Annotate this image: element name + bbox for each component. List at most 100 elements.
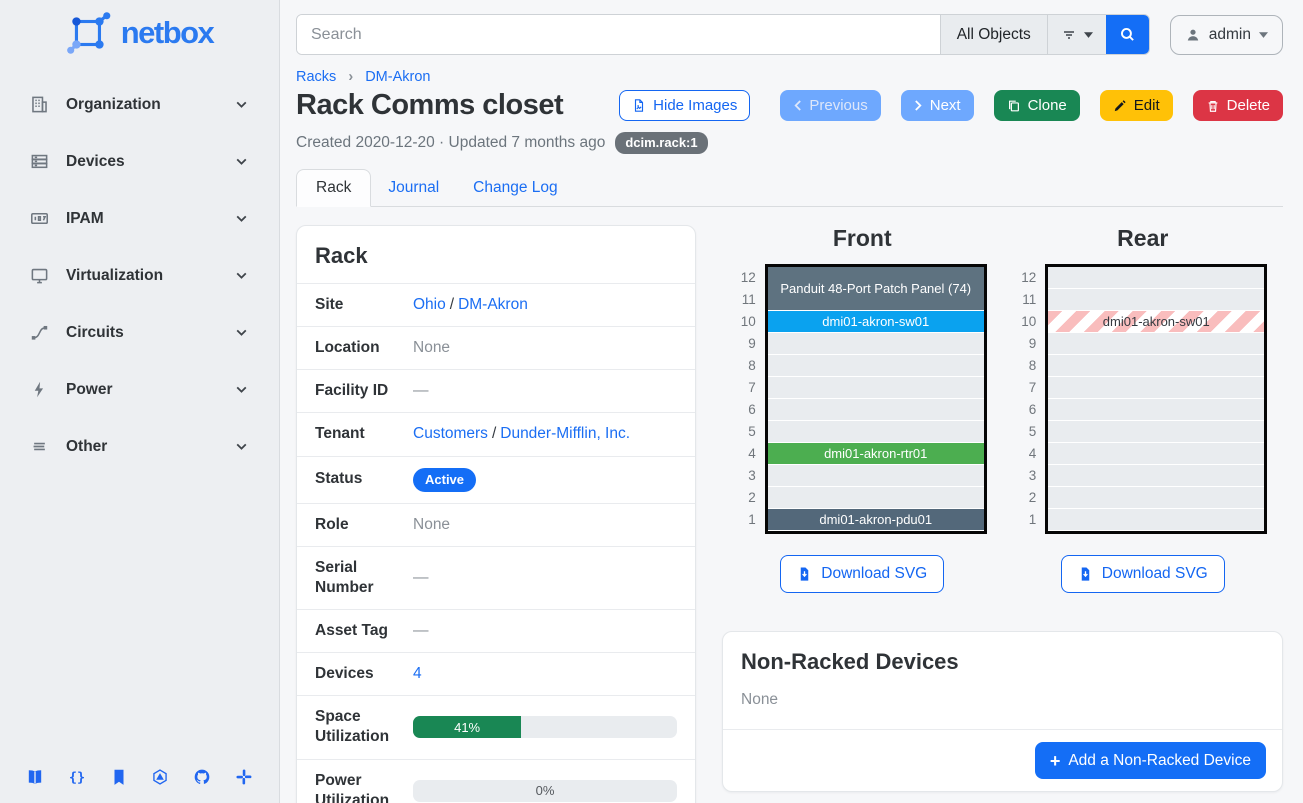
empty-rack-unit[interactable] [767, 355, 984, 376]
rack-device[interactable]: dmi01-akron-sw01 [767, 311, 984, 332]
empty-rack-unit[interactable] [767, 421, 984, 442]
role-value: None [413, 515, 451, 533]
row-tenant: Tenant Customers / Dunder-Mifflin, Inc. [297, 412, 695, 455]
non-racked-devices-empty: None [741, 691, 779, 708]
bolt-icon [30, 380, 50, 399]
rack-card-title: Rack [315, 243, 368, 268]
sidebar-item-ipam[interactable]: IPAM [0, 190, 279, 247]
search-input[interactable] [297, 15, 940, 54]
sidebar: netbox Organization Devices [0, 0, 280, 803]
rear-elevation: Rear 12 11 10 9 8 7 6 5 4 3 2 1 dmi01-akron-sw01 Do… [1003, 225, 1284, 593]
github-icon[interactable] [193, 768, 211, 786]
empty-rack-unit[interactable] [767, 487, 984, 508]
edit-button[interactable]: Edit [1099, 90, 1173, 121]
chevron-down-icon [234, 97, 249, 112]
site-link[interactable]: DM-Akron [458, 296, 528, 314]
main-area: All Objects admin Racks › DM-Akron Rac [280, 0, 1303, 803]
search-filter-button[interactable] [1046, 15, 1106, 54]
breadcrumb-link-racks[interactable]: Racks [296, 69, 337, 85]
empty-rack-unit[interactable] [1048, 399, 1265, 420]
sidebar-item-circuits[interactable]: Circuits [0, 304, 279, 361]
unit-number: 12 [1021, 270, 1037, 285]
empty-rack-unit[interactable] [1048, 267, 1265, 288]
breadcrumb-link-site[interactable]: DM-Akron [365, 69, 431, 85]
site-region-link[interactable]: Ohio [413, 296, 446, 314]
unit-number: 2 [1028, 490, 1037, 505]
empty-rack-unit[interactable] [1048, 289, 1265, 310]
unit-number: 12 [740, 270, 756, 285]
tab-change-log[interactable]: Change Log [473, 179, 558, 196]
unit-number: 11 [1022, 292, 1037, 307]
docs-icon[interactable] [26, 768, 44, 786]
search-button[interactable] [1105, 15, 1149, 54]
row-asset-tag: Asset Tag — [297, 608, 695, 652]
rest-api-icon[interactable]: {} [68, 768, 86, 786]
sidebar-item-devices[interactable]: Devices [0, 133, 279, 190]
empty-rack-unit[interactable] [767, 333, 984, 354]
download-file-icon [801, 567, 809, 581]
next-button[interactable]: Next [900, 90, 974, 121]
non-racked-devices-title: Non-Racked Devices [741, 649, 959, 674]
empty-rack-unit[interactable] [1048, 421, 1265, 442]
empty-rack-unit[interactable] [1048, 509, 1265, 530]
empty-rack-unit[interactable] [1048, 487, 1265, 508]
sidebar-item-virtualization[interactable]: Virtualization [0, 247, 279, 304]
hide-images-button[interactable]: Hide Images [619, 90, 751, 121]
rack-device[interactable]: dmi01-akron-pdu01 [767, 509, 984, 530]
chevron-down-icon [234, 325, 249, 340]
row-status: Status Active [297, 455, 695, 503]
graphql-icon[interactable] [151, 768, 169, 786]
slack-icon[interactable] [235, 768, 253, 786]
object-meta: Created 2020-12-20 · Updated 7 months ag… [296, 134, 606, 151]
tenant-link[interactable]: Dunder-Mifflin, Inc. [500, 425, 631, 443]
unit-number: 11 [741, 292, 756, 307]
location-value: None [413, 339, 451, 357]
rack-device[interactable]: Panduit 48-Port Patch Panel (74) [767, 267, 984, 310]
download-svg-front-button[interactable]: Download SVG [780, 555, 945, 593]
sidebar-item-other[interactable]: Other [0, 418, 279, 475]
empty-rack-unit[interactable] [767, 465, 984, 486]
empty-rack-unit[interactable] [1048, 443, 1265, 464]
add-non-racked-device-button[interactable]: + Add a Non-Racked Device [1034, 742, 1266, 779]
empty-rack-unit[interactable] [767, 377, 984, 398]
person-icon [1187, 29, 1198, 40]
rack-device[interactable]: dmi01-akron-rtr01 [767, 443, 984, 464]
row-facility-id: Facility ID — [297, 369, 695, 412]
unit-number: 5 [1028, 424, 1037, 439]
unit-number: 5 [748, 424, 756, 439]
tab-rack[interactable]: Rack [296, 169, 372, 207]
previous-button[interactable]: Previous [780, 90, 881, 121]
netbox-logo[interactable]: netbox [0, 0, 279, 62]
download-svg-rear-button[interactable]: Download SVG [1060, 555, 1225, 593]
empty-rack-unit[interactable] [1048, 333, 1265, 354]
page-title: Rack Comms closet [296, 89, 564, 121]
rack-device[interactable]: dmi01-akron-sw01 [1048, 311, 1265, 332]
delete-button[interactable]: Delete [1192, 90, 1283, 121]
journal-icon[interactable] [110, 768, 128, 786]
clone-button[interactable]: Clone [993, 90, 1080, 121]
empty-rack-unit[interactable] [1048, 377, 1265, 398]
chevron-down-icon [234, 382, 249, 397]
caret-down-icon [1083, 31, 1093, 38]
empty-rack-unit[interactable] [1048, 465, 1265, 486]
tab-journal[interactable]: Journal [388, 179, 440, 196]
circuit-icon [30, 323, 50, 342]
sidebar-item-power[interactable]: Power [0, 361, 279, 418]
row-space-utilization: Space Utilization 41% [297, 695, 695, 758]
empty-rack-unit[interactable] [767, 399, 984, 420]
search-scope-selector[interactable]: All Objects [939, 15, 1047, 54]
rack-details-card: Rack Site Ohio / DM-Akron Location None Fa… [296, 225, 696, 803]
unit-number: 9 [748, 336, 756, 351]
user-menu[interactable]: admin [1169, 14, 1283, 55]
empty-rack-unit[interactable] [1048, 355, 1265, 376]
sidebar-item-organization[interactable]: Organization [0, 76, 279, 133]
object-id-badge: dcim.rack:1 [615, 132, 708, 154]
space-utilization-bar: 41% [413, 716, 677, 739]
power-utilization-bar: 0% [413, 779, 677, 802]
devices-count-link[interactable]: 4 [413, 665, 422, 683]
chevron-down-icon [234, 439, 249, 454]
rear-rack-box: dmi01-akron-sw01 [1045, 264, 1268, 534]
chevron-down-icon [234, 154, 249, 169]
tenant-group-link[interactable]: Customers [413, 425, 488, 443]
unit-number: 2 [748, 490, 756, 505]
